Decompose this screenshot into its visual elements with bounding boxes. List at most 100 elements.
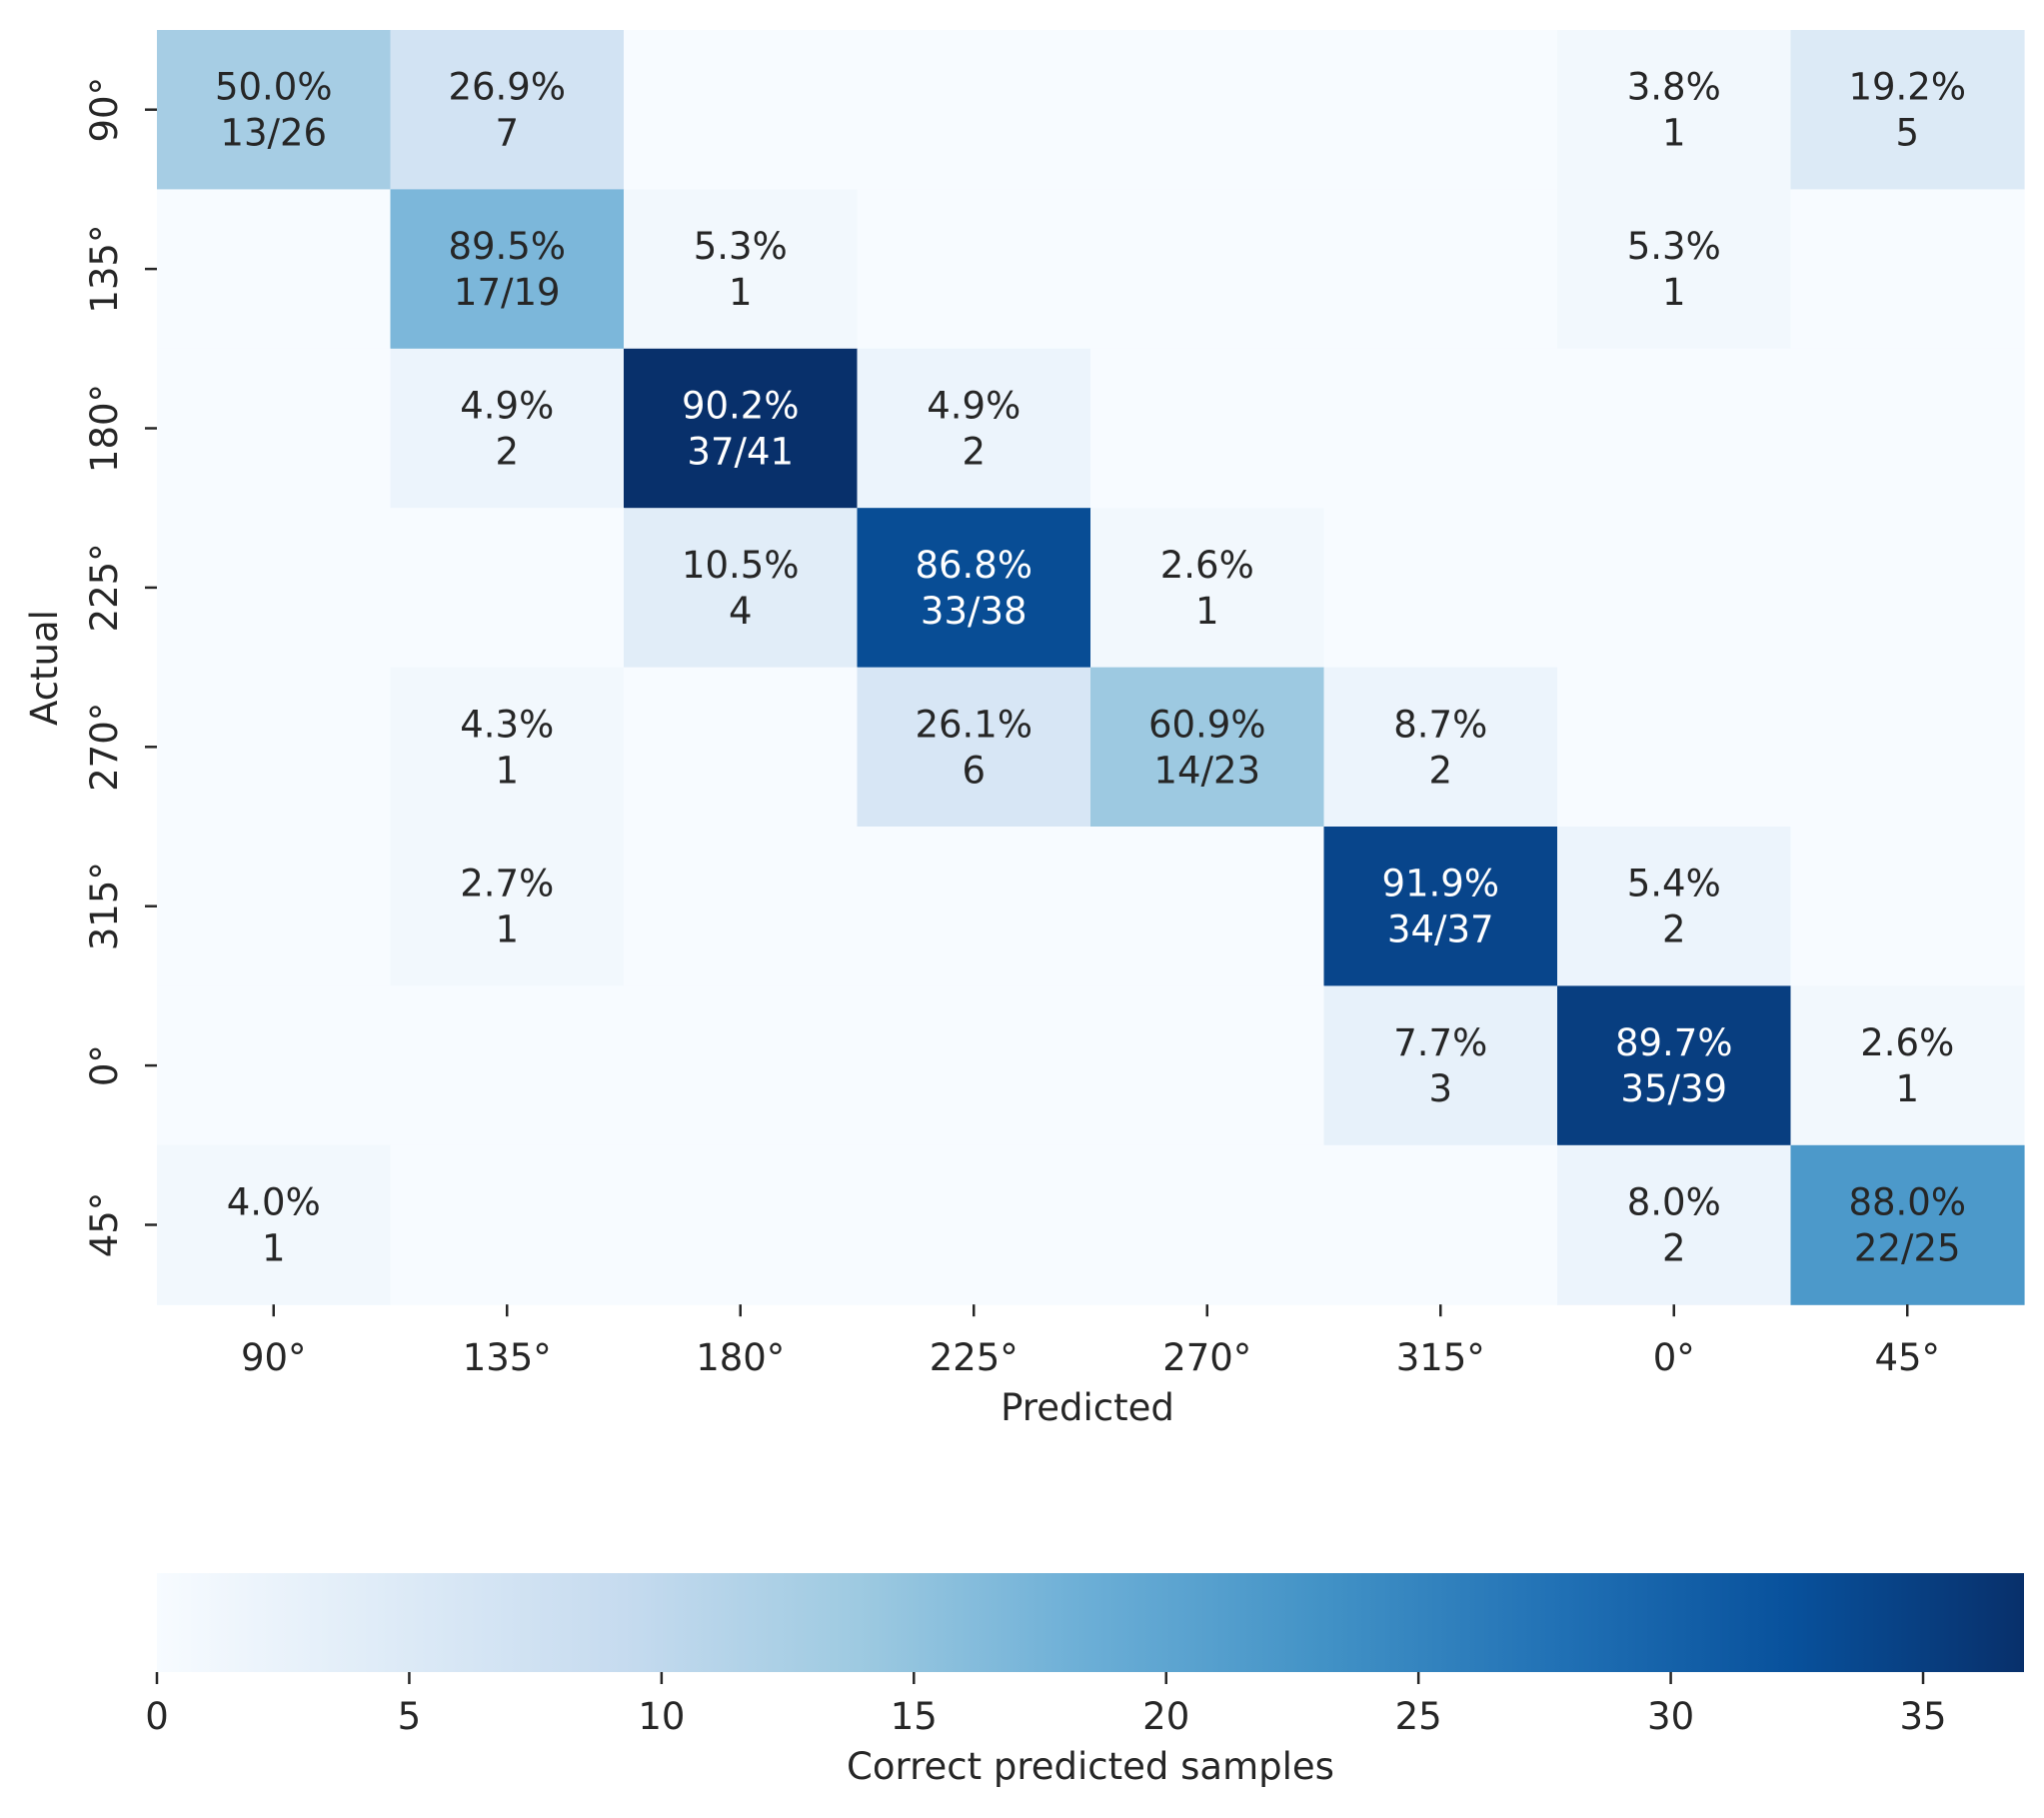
heatmap-cell <box>157 827 392 986</box>
colorbar-tick-label: 15 <box>891 1695 938 1738</box>
cell-percent-label: 8.7% <box>1393 703 1487 746</box>
cell-percent-label: 19.2% <box>1848 66 1966 109</box>
y-tick-label: 0° <box>83 1044 126 1086</box>
cell-count-label: 34/37 <box>1387 909 1494 951</box>
cell-count-label: 1 <box>262 1227 286 1270</box>
y-axis-label: Actual <box>23 610 66 726</box>
cell-count-label: 2 <box>1428 749 1452 792</box>
colorbar-label: Correct predicted samples <box>847 1745 1334 1788</box>
y-tick-label: 270° <box>83 703 126 792</box>
cell-count-label: 37/41 <box>687 431 794 474</box>
heatmap-cell <box>1790 985 2025 1146</box>
heatmap-cell <box>1323 985 1558 1146</box>
colorbar-tick-label: 20 <box>1142 1695 1189 1738</box>
cell-count-label: 1 <box>729 271 753 314</box>
cell-percent-label: 60.9% <box>1148 703 1266 746</box>
x-tick-label: 45° <box>1874 1336 1940 1379</box>
cell-percent-label: 5.4% <box>1627 863 1721 906</box>
heatmap-cell <box>1323 508 1558 669</box>
colorbar-gradient <box>157 1573 2024 1672</box>
cell-percent-label: 91.9% <box>1381 863 1499 906</box>
heatmap-cell <box>1790 667 2025 828</box>
heatmap-cell <box>624 189 859 350</box>
cell-percent-label: 89.5% <box>448 225 566 268</box>
heatmap-cell <box>1557 985 1792 1146</box>
cell-percent-label: 50.0% <box>215 66 333 109</box>
heatmap-cell <box>857 827 1091 986</box>
y-tick-label: 90° <box>83 77 126 143</box>
heatmap-cell <box>857 985 1091 1146</box>
cell-count-label: 7 <box>495 112 519 155</box>
cell-count-label: 1 <box>495 749 519 792</box>
cell-count-label: 33/38 <box>921 590 1027 633</box>
x-axis: 90° 135° 180° 225° 270° 315° 0° 45° <box>241 1304 1940 1379</box>
x-tick-label: 270° <box>1162 1336 1251 1379</box>
heatmap-cell <box>624 1144 859 1305</box>
heatmap-cell <box>157 30 392 190</box>
cell-count-label: 6 <box>962 749 986 792</box>
cell-count-label: 13/26 <box>220 112 327 155</box>
cell-percent-label: 10.5% <box>682 544 800 587</box>
cell-percent-label: 2.7% <box>460 863 554 906</box>
heatmap-cell <box>1557 667 1792 828</box>
cell-percent-label: 4.3% <box>460 703 554 746</box>
cell-count-label: 1 <box>1662 271 1686 314</box>
cell-percent-label: 89.7% <box>1615 1021 1733 1064</box>
heatmap-cell <box>1557 827 1792 986</box>
cell-percent-label: 26.1% <box>915 703 1032 746</box>
cell-count-label: 2 <box>495 431 519 474</box>
colorbar-tick-label: 30 <box>1647 1695 1694 1738</box>
heatmap-cell <box>1790 189 2025 350</box>
heatmap-cell <box>1790 508 2025 669</box>
cell-percent-label: 4.9% <box>927 385 1021 428</box>
heatmap-cell <box>390 827 625 986</box>
heatmap-cell <box>1790 30 2025 190</box>
heatmap-cell <box>1323 189 1558 350</box>
y-tick-label: 135° <box>83 225 126 314</box>
heatmap-cell <box>624 348 859 509</box>
heatmap-cell <box>624 667 859 828</box>
heatmap-cell <box>157 985 392 1146</box>
x-tick-label: 225° <box>930 1336 1019 1379</box>
cell-percent-label: 4.0% <box>227 1181 321 1224</box>
heatmap-cell <box>1090 667 1325 828</box>
heatmap-cell <box>1790 348 2025 509</box>
cell-count-label: 1 <box>495 909 519 951</box>
colorbar-tick-label: 35 <box>1899 1695 1946 1738</box>
cell-count-label: 4 <box>729 590 753 633</box>
cell-percent-label: 5.3% <box>694 225 788 268</box>
heatmap-cell <box>857 667 1091 828</box>
heatmap-cell <box>157 348 392 509</box>
colorbar-tick-label: 25 <box>1395 1695 1442 1738</box>
cell-count-label: 22/25 <box>1854 1227 1961 1270</box>
x-axis-label: Predicted <box>1001 1386 1174 1429</box>
cell-count-label: 3 <box>1428 1067 1452 1110</box>
cell-count-label: 17/19 <box>454 271 561 314</box>
heatmap-cell <box>624 985 859 1146</box>
heatmap-cell <box>1557 189 1792 350</box>
heatmap-cell <box>1323 30 1558 190</box>
y-axis: 90° 135° 180° 225° 270° 315° 0° 45° <box>83 77 157 1257</box>
heatmap-cell <box>1090 508 1325 669</box>
heatmap-cell <box>1090 348 1325 509</box>
heatmap-cell <box>157 1144 392 1305</box>
cell-percent-label: 4.9% <box>460 385 554 428</box>
colorbar-tick-label: 10 <box>638 1695 685 1738</box>
cell-percent-label: 3.8% <box>1627 66 1721 109</box>
heatmap-cell <box>857 348 1091 509</box>
x-tick-label: 135° <box>463 1336 552 1379</box>
heatmap-cell <box>1790 1144 2025 1305</box>
cell-percent-label: 7.7% <box>1393 1021 1487 1064</box>
heatmap-cell <box>157 189 392 350</box>
heatmap-cell <box>1090 985 1325 1146</box>
y-tick-label: 45° <box>83 1192 126 1258</box>
cell-count-label: 1 <box>1195 590 1219 633</box>
cell-percent-label: 90.2% <box>682 385 800 428</box>
heatmap-cell <box>1323 348 1558 509</box>
heatmap-cell <box>1790 827 2025 986</box>
cell-count-label: 5 <box>1895 112 1919 155</box>
heatmap-cell <box>390 985 625 1146</box>
colorbar-tick-label: 0 <box>145 1695 169 1738</box>
heatmap-cell <box>1090 30 1325 190</box>
cell-count-label: 1 <box>1895 1067 1919 1110</box>
